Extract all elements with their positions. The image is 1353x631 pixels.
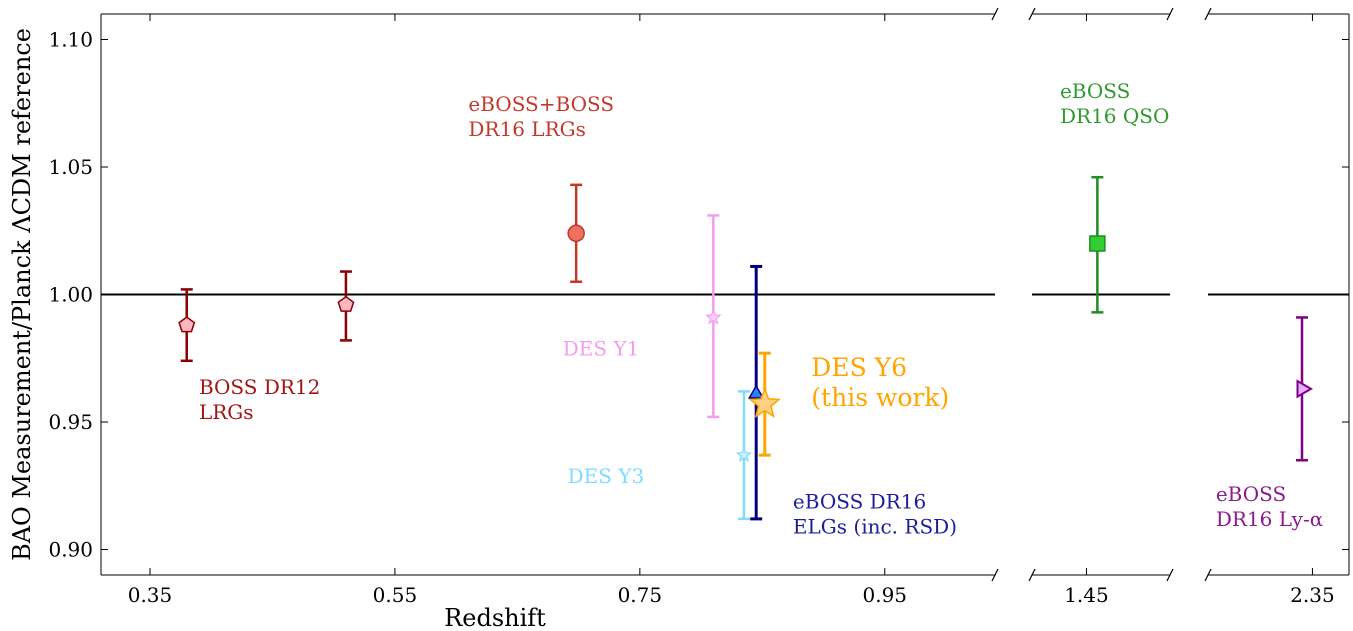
y-tick-label: 0.95	[48, 410, 93, 434]
x-tick-label: 1.45	[1064, 583, 1109, 607]
annotation-line: DR16 LRGs	[468, 117, 585, 141]
series-eboss-qso	[1089, 175, 1106, 314]
series-boss-dr12	[178, 270, 355, 363]
annotation-2: DES Y1	[563, 337, 640, 361]
annotation-line: LRGs	[199, 400, 254, 424]
series-eboss-lrg	[567, 183, 585, 283]
axis-break-mark	[991, 7, 999, 21]
x-axis-title: Redshift	[444, 604, 546, 631]
annotation-line: DR16 QSO	[1060, 104, 1169, 128]
data-point-des-y3	[735, 446, 753, 463]
x-tick-label: 0.75	[618, 583, 663, 607]
y-tick-label: 1.05	[48, 155, 93, 179]
axis-break-mark	[1166, 568, 1174, 582]
axis-break-mark	[991, 568, 999, 582]
axis-break-mark	[1204, 7, 1212, 21]
data-points	[178, 175, 1314, 521]
series-des-y1	[705, 214, 722, 419]
annotation-line: DR16 Ly-α	[1216, 507, 1323, 531]
x-tick-label: 0.55	[373, 583, 418, 607]
axis-break-mark	[1166, 7, 1174, 21]
y-tick-label: 1.10	[48, 28, 93, 52]
annotation-line: eBOSS+BOSS	[468, 92, 614, 116]
annotation-line: DES Y6	[811, 353, 907, 382]
axis-break-mark	[1204, 568, 1212, 582]
annotation-line: DES Y1	[563, 337, 640, 361]
x-tick-label: 2.35	[1290, 583, 1335, 607]
annotation-5: DES Y6(this work)	[811, 353, 949, 412]
data-point-des-y1	[705, 308, 722, 325]
y-axis-title: BAO Measurement/Planck ΛCDM reference	[8, 28, 36, 561]
series-des-y3	[735, 390, 753, 521]
annotation-line: eBOSS	[1216, 482, 1286, 506]
data-point-eboss-lrg	[567, 224, 585, 243]
annotation-line: BOSS DR12	[199, 375, 320, 399]
axis-break-mark	[1028, 568, 1036, 582]
annotation-line: eBOSS DR16	[793, 490, 926, 514]
annotation-3: DES Y3	[568, 464, 645, 488]
annotation-line: eBOSS	[1060, 79, 1130, 103]
data-point-eboss-lya	[1296, 379, 1314, 399]
x-tick-label: 0.35	[128, 583, 173, 607]
data-point-boss-dr12	[178, 316, 196, 333]
y-axis: 0.90 0.95 1.00 1.05 1.10	[48, 28, 1349, 562]
x-axis: 0.35 0.55 0.75 0.95 1.45 2.35	[128, 14, 1335, 607]
annotation-line: ELGs (inc. RSD)	[793, 515, 957, 539]
series-eboss-lya	[1296, 316, 1314, 462]
axis-break-mark	[1028, 7, 1036, 21]
annotation-line: DES Y3	[568, 464, 645, 488]
data-point-eboss-qso	[1089, 235, 1106, 252]
y-tick-label: 1.00	[48, 283, 93, 307]
series-eboss-elg	[747, 264, 765, 521]
series-des-y6	[748, 351, 781, 457]
annotation-line: (this work)	[811, 383, 949, 412]
data-point-des-y6	[748, 387, 781, 418]
data-point-boss-dr12	[337, 295, 355, 312]
x-tick-label: 0.95	[863, 583, 908, 607]
data-point-eboss-elg	[747, 384, 765, 399]
y-tick-label: 0.90	[48, 538, 93, 562]
